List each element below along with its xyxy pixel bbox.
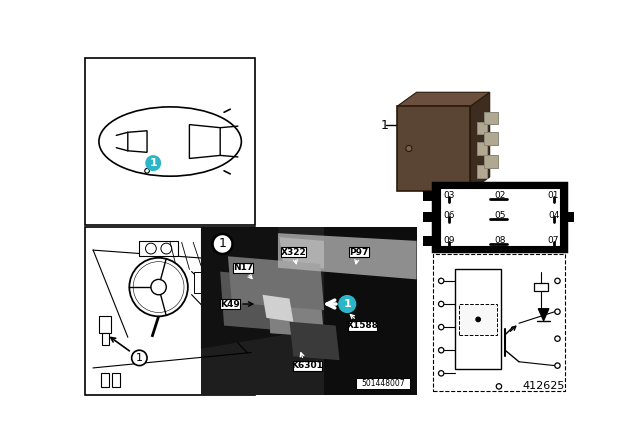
Bar [433,183,566,251]
Bar [102,333,109,345]
Circle shape [132,350,147,366]
Text: 04: 04 [548,211,559,220]
Ellipse shape [99,107,241,176]
Circle shape [555,278,560,284]
Polygon shape [262,295,293,322]
Text: N17: N17 [233,263,253,272]
Text: P97: P97 [349,248,369,257]
Bar [477,142,488,155]
Polygon shape [470,92,490,191]
Bar [455,269,501,370]
Bar [86,227,255,395]
Bar [292,361,322,370]
Polygon shape [324,227,417,395]
Circle shape [438,302,444,307]
Bar [484,112,498,124]
Bar [113,373,120,387]
Polygon shape [289,322,340,360]
Text: 1: 1 [219,237,227,250]
Text: 05: 05 [494,211,506,220]
Bar [281,247,306,258]
Circle shape [555,309,560,314]
Polygon shape [262,237,417,276]
Circle shape [129,258,188,316]
Circle shape [476,317,481,322]
Circle shape [161,243,172,254]
Circle shape [438,348,444,353]
Circle shape [555,363,560,368]
Bar [422,212,433,222]
Text: K6301: K6301 [291,361,323,370]
Text: 1: 1 [149,158,157,168]
Bar [459,304,497,335]
Polygon shape [278,233,417,280]
Bar [477,121,488,134]
Bar [349,247,369,258]
Circle shape [145,243,156,254]
Polygon shape [266,291,324,337]
Text: 01: 01 [548,191,559,200]
Bar [101,373,109,387]
Circle shape [438,324,444,330]
Text: 03: 03 [443,191,454,200]
Polygon shape [201,227,417,395]
Circle shape [151,280,166,295]
Circle shape [555,336,560,341]
Circle shape [496,383,502,389]
Circle shape [147,156,160,170]
Polygon shape [538,309,549,321]
Text: K49: K49 [220,300,240,309]
Circle shape [438,370,444,376]
Bar [422,191,433,201]
Circle shape [406,146,412,151]
Circle shape [438,278,444,284]
Bar [422,236,433,246]
Bar [194,271,221,293]
Polygon shape [397,92,490,106]
Bar [484,155,498,168]
Text: 06: 06 [443,211,454,220]
Bar [397,106,470,191]
Text: X322: X322 [280,248,306,257]
Text: X1588: X1588 [347,321,379,330]
Circle shape [145,168,149,173]
Bar [433,254,565,391]
Bar [348,321,378,331]
Text: 1: 1 [380,119,388,132]
Bar [140,241,178,256]
Polygon shape [201,227,293,349]
Bar [566,212,577,222]
Text: 02: 02 [494,191,506,200]
Text: 501448007: 501448007 [362,379,405,388]
Bar [356,378,410,389]
Bar [234,263,253,273]
Bar [99,316,111,333]
Text: 09: 09 [443,236,454,245]
Circle shape [212,234,232,254]
Bar [201,227,417,395]
Bar [220,299,240,309]
Text: 1: 1 [344,299,351,309]
Text: 07: 07 [548,236,559,245]
Text: 08: 08 [494,236,506,245]
Polygon shape [189,125,220,159]
Bar [484,132,498,145]
Bar [534,283,548,291]
Polygon shape [220,271,270,329]
Text: 412625: 412625 [522,381,564,391]
Bar [86,58,255,225]
Bar [477,165,488,178]
Polygon shape [228,256,324,310]
Circle shape [340,296,355,312]
Bar [440,188,560,246]
Polygon shape [128,131,147,152]
Text: 1: 1 [136,353,143,363]
